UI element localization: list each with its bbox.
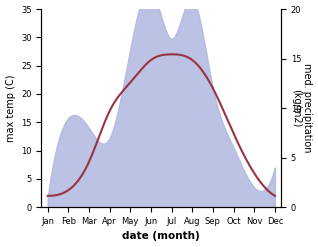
X-axis label: date (month): date (month) bbox=[122, 231, 200, 242]
Y-axis label: med. precipitation
(kg/m2): med. precipitation (kg/m2) bbox=[291, 63, 313, 153]
Y-axis label: max temp (C): max temp (C) bbox=[5, 74, 16, 142]
